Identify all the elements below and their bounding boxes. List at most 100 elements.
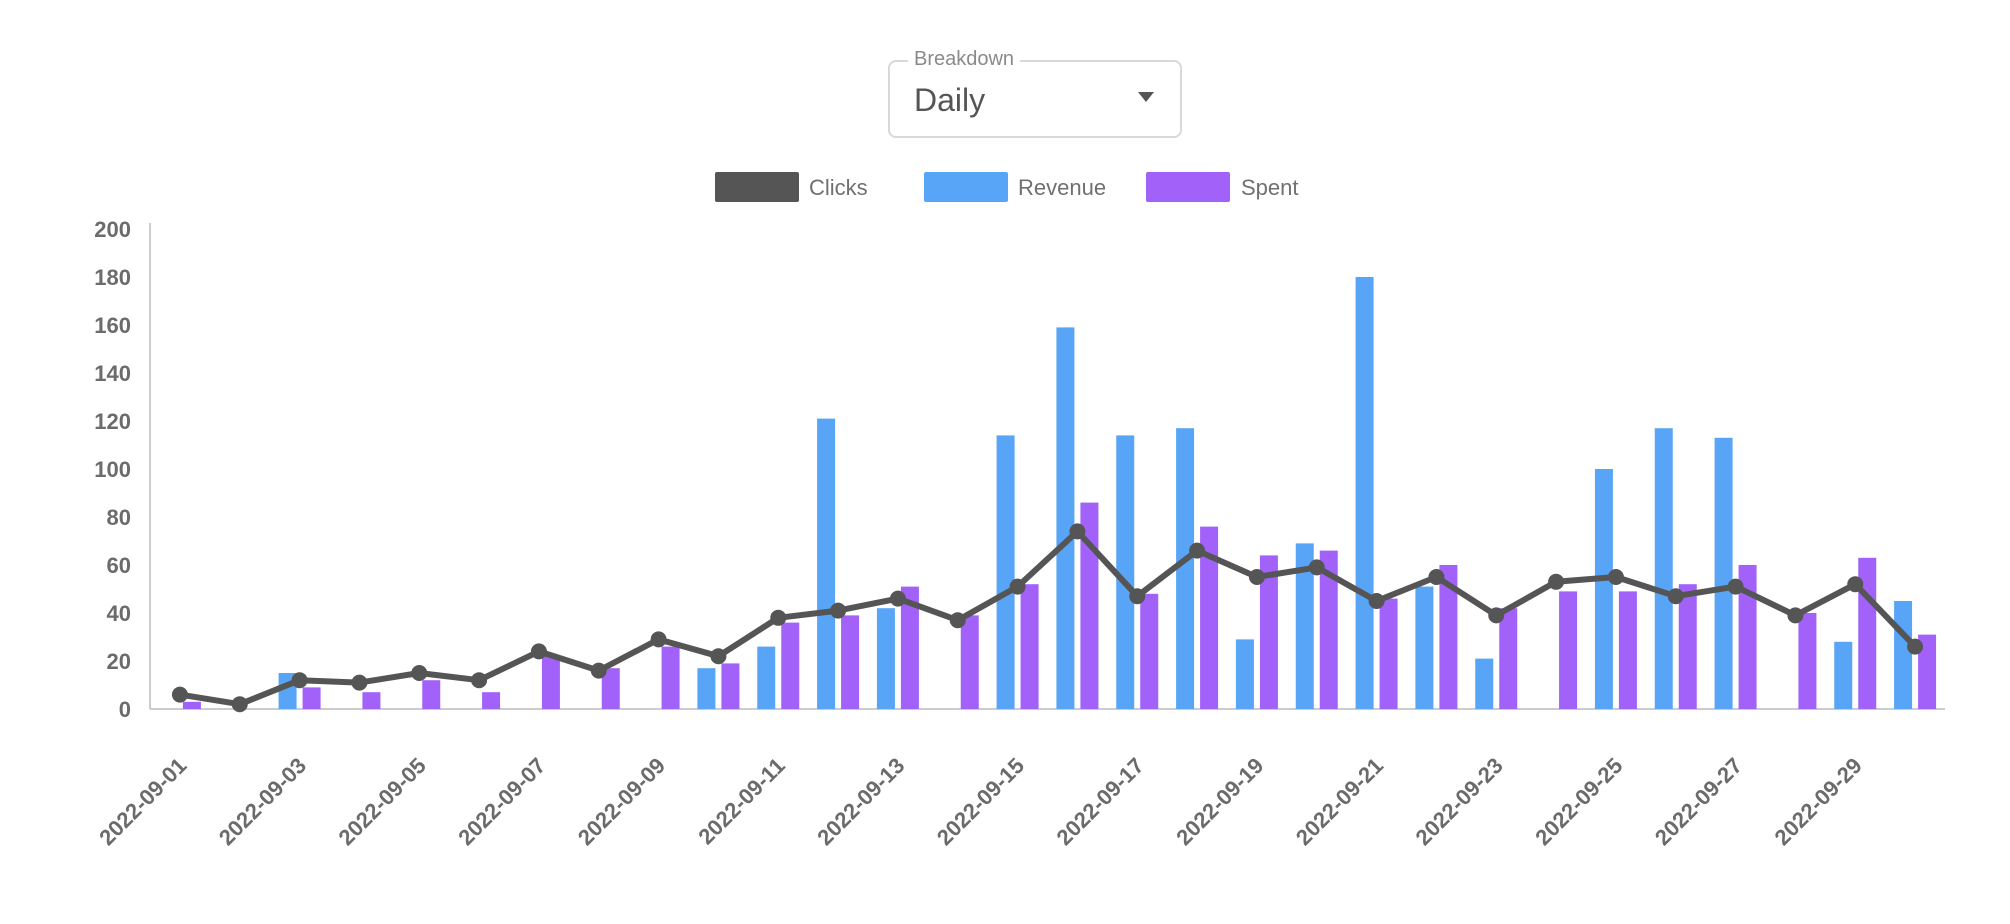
clicks-point[interactable]	[1548, 573, 1565, 590]
bar-spent[interactable]	[1559, 591, 1578, 709]
clicks-point[interactable]	[1069, 523, 1086, 540]
x-tick-label: 2022-09-15	[932, 753, 1029, 850]
bar-spent[interactable]	[1319, 550, 1338, 709]
clicks-point[interactable]	[1248, 569, 1265, 585]
x-tick-label: 2022-09-03	[214, 753, 311, 850]
bar-spent[interactable]	[302, 687, 321, 709]
bar-revenue[interactable]	[1235, 639, 1254, 709]
bar-revenue[interactable]	[757, 646, 776, 709]
y-tick-label: 20	[107, 649, 131, 674]
bar-spent[interactable]	[1140, 593, 1159, 709]
clicks-point[interactable]	[830, 602, 847, 619]
clicks-point[interactable]	[1308, 559, 1325, 576]
legend-item-clicks[interactable]: Clicks	[715, 172, 868, 202]
bar-spent[interactable]	[1379, 598, 1398, 709]
x-tick-label: 2022-09-27	[1650, 753, 1747, 850]
bar-spent[interactable]	[721, 663, 740, 709]
bar-revenue[interactable]	[1355, 277, 1374, 709]
bar-revenue[interactable]	[1415, 586, 1434, 709]
x-tick-label: 2022-09-19	[1171, 753, 1268, 850]
bar-spent[interactable]	[1678, 584, 1697, 709]
bar-spent[interactable]	[841, 615, 860, 709]
bar-revenue[interactable]	[697, 668, 716, 709]
clicks-point[interactable]	[1667, 588, 1684, 605]
clicks-point[interactable]	[411, 665, 428, 681]
clicks-point[interactable]	[291, 672, 308, 689]
bar-spent[interactable]	[362, 692, 381, 709]
y-tick-label: 200	[94, 217, 131, 242]
y-tick-label: 100	[94, 457, 131, 482]
clicks-point[interactable]	[231, 696, 248, 713]
bar-revenue[interactable]	[817, 418, 836, 709]
clicks-point[interactable]	[1847, 576, 1864, 593]
bar-spent[interactable]	[1439, 565, 1458, 709]
clicks-point[interactable]	[471, 672, 488, 689]
clicks-point[interactable]	[1368, 593, 1385, 609]
clicks-point[interactable]	[1607, 569, 1624, 585]
bar-spent[interactable]	[661, 646, 680, 709]
bar-revenue[interactable]	[876, 608, 895, 709]
bar-spent[interactable]	[1798, 613, 1817, 709]
bar-spent[interactable]	[1259, 555, 1278, 709]
clicks-point[interactable]	[650, 631, 667, 648]
bar-revenue[interactable]	[1594, 469, 1613, 709]
y-tick-label: 160	[94, 313, 131, 338]
clicks-point[interactable]	[1189, 542, 1206, 559]
clicks-point[interactable]	[590, 662, 607, 679]
legend-label-clicks: Clicks	[809, 175, 868, 200]
clicks-point[interactable]	[1009, 578, 1026, 595]
clicks-point[interactable]	[889, 590, 906, 607]
legend-item-spent[interactable]: Spent	[1146, 172, 1299, 202]
bar-spent[interactable]	[1080, 502, 1099, 709]
y-tick-label: 0	[119, 697, 131, 722]
clicks-point[interactable]	[710, 648, 727, 665]
clicks-point[interactable]	[1727, 578, 1744, 595]
legend-item-revenue[interactable]: Revenue	[924, 172, 1106, 202]
chart-legend: Clicks Revenue Spent	[715, 172, 1299, 202]
legend-swatch-clicks	[715, 172, 799, 202]
bar-spent[interactable]	[182, 701, 201, 709]
bar-spent[interactable]	[1499, 608, 1518, 709]
bar-spent[interactable]	[781, 622, 800, 709]
x-tick-label: 2022-09-21	[1291, 753, 1388, 850]
clicks-line	[179, 528, 1918, 708]
bar-revenue[interactable]	[1295, 543, 1314, 709]
clicks-point[interactable]	[1787, 607, 1804, 624]
bar-spent[interactable]	[900, 586, 919, 709]
x-tick-label: 2022-09-07	[453, 753, 550, 850]
bar-revenue[interactable]	[1116, 435, 1135, 709]
clicks-point[interactable]	[171, 686, 188, 703]
bar-revenue[interactable]	[1834, 641, 1853, 709]
bar-spent[interactable]	[541, 656, 560, 709]
clicks-point[interactable]	[1488, 607, 1505, 624]
clicks-point[interactable]	[351, 674, 368, 691]
clicks-point[interactable]	[1129, 588, 1146, 605]
x-tick-label: 2022-09-13	[812, 753, 909, 850]
bar-spent[interactable]	[960, 615, 979, 709]
bar-revenue[interactable]	[1475, 658, 1494, 709]
bar-spent[interactable]	[422, 680, 441, 709]
bar-spent[interactable]	[1918, 634, 1937, 709]
clicks-point[interactable]	[1907, 638, 1924, 655]
bar-revenue[interactable]	[1894, 601, 1913, 709]
bar-spent[interactable]	[601, 668, 620, 709]
bar-spent[interactable]	[1200, 526, 1219, 709]
bar-revenue[interactable]	[996, 435, 1015, 709]
bar-spent[interactable]	[482, 692, 501, 709]
clicks-point[interactable]	[770, 609, 787, 626]
breakdown-select[interactable]: Breakdown Daily	[888, 48, 1182, 138]
bar-spent[interactable]	[1738, 565, 1757, 709]
bar-revenue[interactable]	[1056, 327, 1075, 709]
bar-spent[interactable]	[1020, 584, 1039, 709]
bar-spent[interactable]	[1618, 591, 1637, 709]
y-tick-label: 180	[94, 265, 131, 290]
clicks-point[interactable]	[1428, 569, 1445, 585]
clicks-point[interactable]	[530, 643, 547, 660]
y-tick-label: 40	[107, 601, 131, 626]
bar-revenue[interactable]	[1176, 428, 1195, 709]
bar-revenue[interactable]	[1654, 428, 1673, 709]
x-tick-label: 2022-09-25	[1530, 753, 1627, 850]
clicks-point[interactable]	[949, 612, 966, 629]
bar-revenue[interactable]	[1714, 437, 1733, 709]
